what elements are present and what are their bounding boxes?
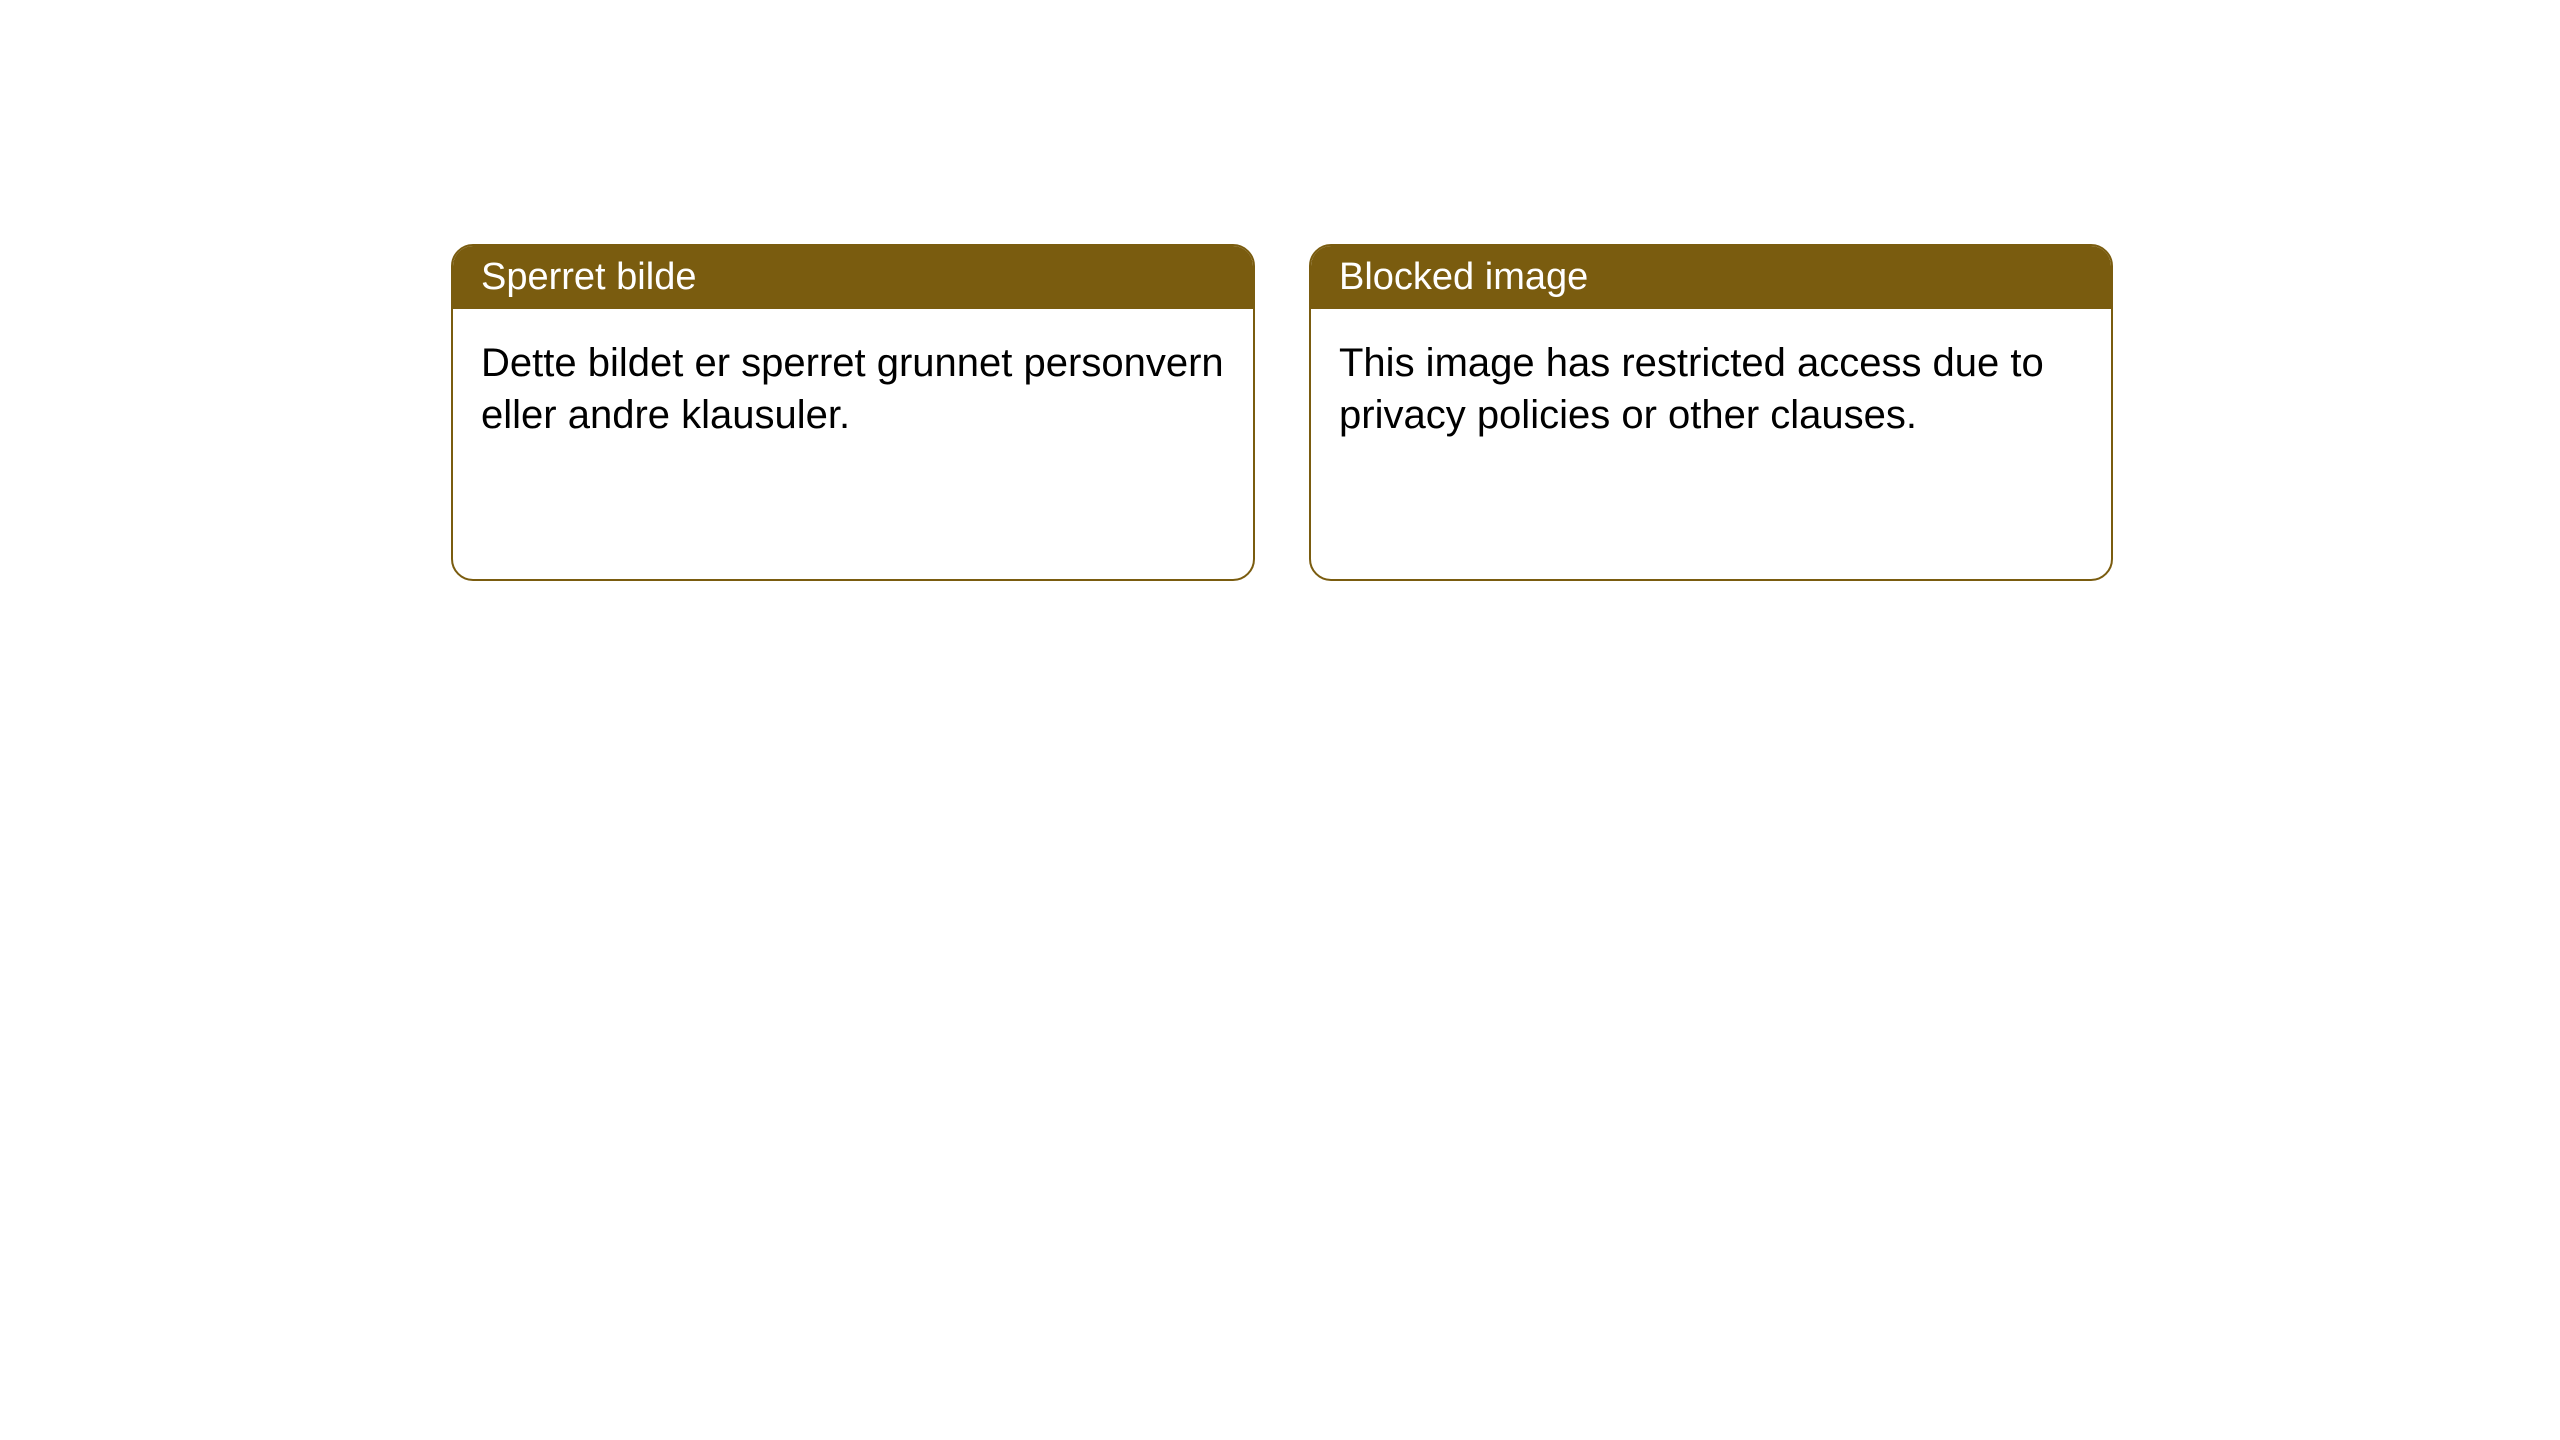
blocked-image-card-english: Blocked image This image has restricted … bbox=[1309, 244, 2113, 581]
card-body-norwegian: Dette bildet er sperret grunnet personve… bbox=[453, 309, 1253, 469]
card-title-norwegian: Sperret bilde bbox=[453, 246, 1253, 309]
blocked-image-card-norwegian: Sperret bilde Dette bildet er sperret gr… bbox=[451, 244, 1255, 581]
card-body-english: This image has restricted access due to … bbox=[1311, 309, 2111, 469]
card-title-english: Blocked image bbox=[1311, 246, 2111, 309]
notice-container: Sperret bilde Dette bildet er sperret gr… bbox=[0, 0, 2560, 581]
